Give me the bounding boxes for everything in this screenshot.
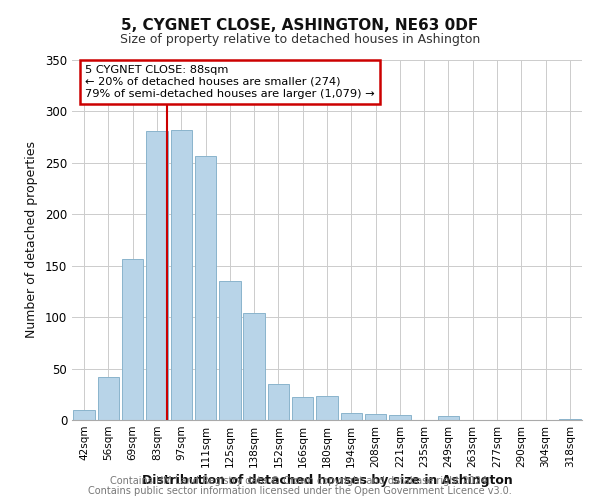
Text: Contains public sector information licensed under the Open Government Licence v3: Contains public sector information licen… <box>88 486 512 496</box>
Bar <box>316 396 338 420</box>
Text: 5, CYGNET CLOSE, ASHINGTON, NE63 0DF: 5, CYGNET CLOSE, ASHINGTON, NE63 0DF <box>121 18 479 32</box>
Bar <box>98 377 119 420</box>
Bar <box>219 281 241 420</box>
Bar <box>341 413 362 420</box>
Bar <box>244 313 265 420</box>
Bar <box>365 414 386 420</box>
Bar <box>170 130 192 420</box>
X-axis label: Distribution of detached houses by size in Ashington: Distribution of detached houses by size … <box>142 474 512 487</box>
Text: Size of property relative to detached houses in Ashington: Size of property relative to detached ho… <box>120 32 480 46</box>
Bar <box>559 419 581 420</box>
Bar <box>389 415 410 420</box>
Bar <box>292 398 313 420</box>
Y-axis label: Number of detached properties: Number of detached properties <box>25 142 38 338</box>
Bar <box>438 416 459 420</box>
Text: 5 CYGNET CLOSE: 88sqm
← 20% of detached houses are smaller (274)
79% of semi-det: 5 CYGNET CLOSE: 88sqm ← 20% of detached … <box>85 66 374 98</box>
Bar <box>268 384 289 420</box>
Bar <box>195 156 216 420</box>
Bar <box>73 410 95 420</box>
Bar <box>146 131 167 420</box>
Text: Contains HM Land Registry data © Crown copyright and database right 2024.: Contains HM Land Registry data © Crown c… <box>110 476 490 486</box>
Bar <box>122 258 143 420</box>
